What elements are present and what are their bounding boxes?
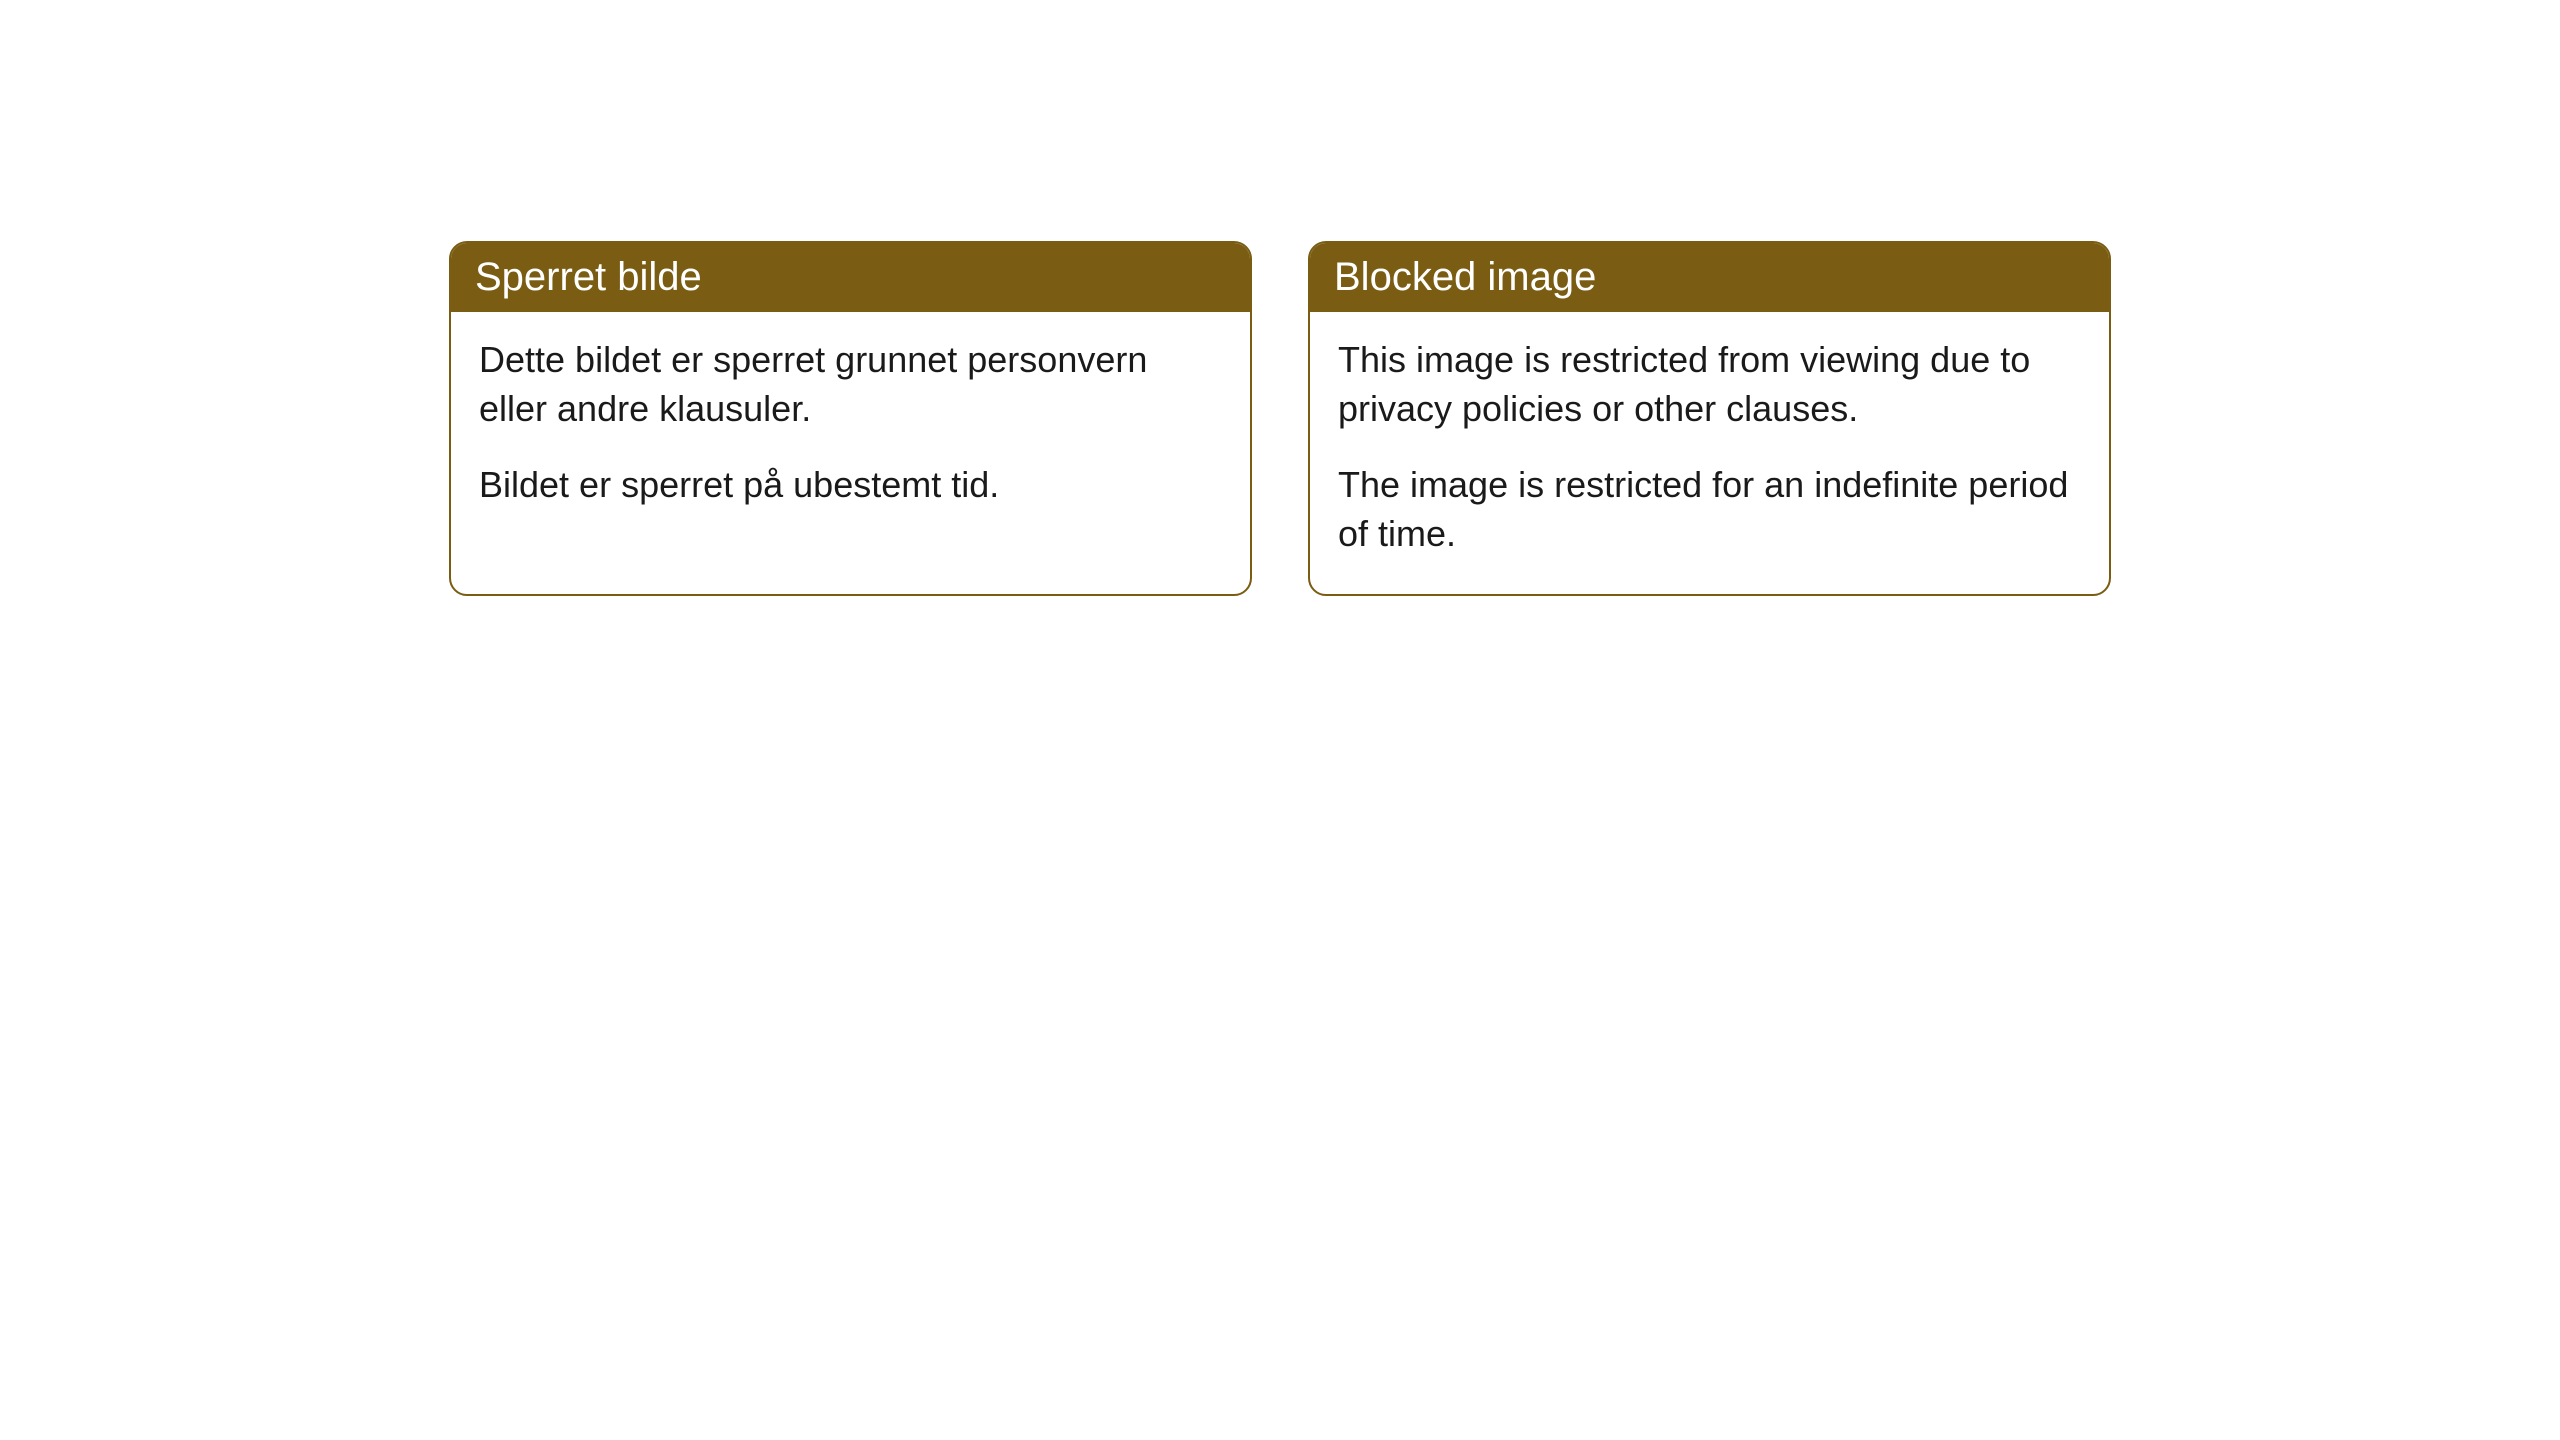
blocked-image-card-norwegian: Sperret bilde Dette bildet er sperret gr… xyxy=(449,241,1252,596)
card-header: Blocked image xyxy=(1310,243,2109,312)
cards-container: Sperret bilde Dette bildet er sperret gr… xyxy=(449,241,2111,596)
card-paragraph: The image is restricted for an indefinit… xyxy=(1338,461,2081,558)
card-header: Sperret bilde xyxy=(451,243,1250,312)
card-body: Dette bildet er sperret grunnet personve… xyxy=(451,312,1250,546)
blocked-image-card-english: Blocked image This image is restricted f… xyxy=(1308,241,2111,596)
card-paragraph: This image is restricted from viewing du… xyxy=(1338,336,2081,433)
card-paragraph: Bildet er sperret på ubestemt tid. xyxy=(479,461,1222,510)
card-paragraph: Dette bildet er sperret grunnet personve… xyxy=(479,336,1222,433)
card-title: Blocked image xyxy=(1334,255,1596,299)
card-title: Sperret bilde xyxy=(475,255,702,299)
card-body: This image is restricted from viewing du… xyxy=(1310,312,2109,594)
